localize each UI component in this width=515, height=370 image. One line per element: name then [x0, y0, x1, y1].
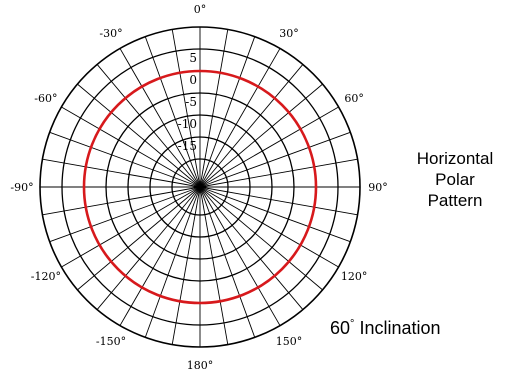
spoke-line [199, 186, 323, 291]
spoke-line [199, 48, 281, 188]
degree-symbol: ° [350, 318, 355, 330]
spoke-line [199, 83, 323, 188]
polar-chart: 50-5-10-150°30°60°90°120°150°180°-150°-1… [10, 3, 387, 370]
title-line-1: Horizontal [416, 149, 494, 168]
title-line-3: Pattern [427, 191, 483, 210]
ring-label: -5 [185, 95, 197, 109]
angle-label: 60° [344, 92, 364, 105]
grid-ring [105, 92, 295, 282]
spoke-line [199, 186, 351, 243]
spoke-line [77, 186, 201, 291]
grid-ring [171, 158, 229, 216]
spoke-line [199, 131, 351, 188]
spoke-line [199, 186, 229, 345]
angle-label: 90° [368, 181, 388, 194]
spoke-line [144, 186, 201, 338]
grid-ring [61, 48, 339, 326]
polar-grid [39, 26, 361, 348]
angle-label: -30° [99, 27, 122, 40]
spoke-line [96, 186, 201, 310]
spoke-line [119, 186, 201, 326]
spoke-line [199, 29, 229, 188]
spoke-line [199, 186, 256, 338]
chart-title: Horizontal Polar Pattern [405, 148, 505, 211]
angle-label: 150° [276, 335, 303, 348]
inclination-text: Inclination [359, 318, 441, 338]
ring-label: -15 [178, 139, 197, 153]
spoke-line [199, 64, 304, 188]
pattern-trace [82, 69, 318, 305]
angle-label: -120° [31, 270, 61, 283]
ring-label: 5 [189, 51, 197, 65]
angle-label: -150° [96, 335, 126, 348]
spoke-line [199, 186, 339, 268]
grid-ring [127, 114, 273, 260]
angle-label: 30° [279, 27, 299, 40]
spoke-line [199, 158, 358, 188]
angle-label: 180° [187, 359, 214, 370]
spoke-line [61, 106, 201, 188]
angle-label: -90° [10, 181, 33, 194]
outer-ring [39, 26, 361, 348]
inclination-value: 60 [330, 318, 351, 338]
spoke-line [42, 186, 201, 216]
angle-label: 120° [341, 270, 368, 283]
spoke-line [49, 186, 201, 243]
spoke-line [61, 186, 201, 268]
inclination-caption: 60° Inclination [330, 318, 441, 339]
chart-labels: 50-5-10-150°30°60°90°120°150°180°-150°-1… [10, 3, 387, 370]
ring-label: -10 [178, 117, 197, 131]
spoke-line [96, 64, 201, 188]
spoke-line [199, 186, 281, 326]
title-line-2: Polar [435, 170, 475, 189]
spoke-line [171, 186, 201, 345]
spoke-line [42, 158, 201, 188]
pattern-series [82, 69, 318, 305]
spoke-line [49, 131, 201, 188]
angle-label: 0° [194, 3, 207, 16]
spoke-line [119, 48, 201, 188]
spoke-line [199, 106, 339, 188]
spoke-line [199, 186, 358, 216]
spoke-line [199, 36, 256, 188]
ring-label: 0 [189, 73, 197, 87]
spoke-line [144, 36, 201, 188]
angle-label: -60° [34, 92, 57, 105]
spoke-line [171, 29, 201, 188]
spoke-line [199, 186, 304, 310]
spoke-line [77, 83, 201, 188]
grid-ring [149, 136, 251, 238]
